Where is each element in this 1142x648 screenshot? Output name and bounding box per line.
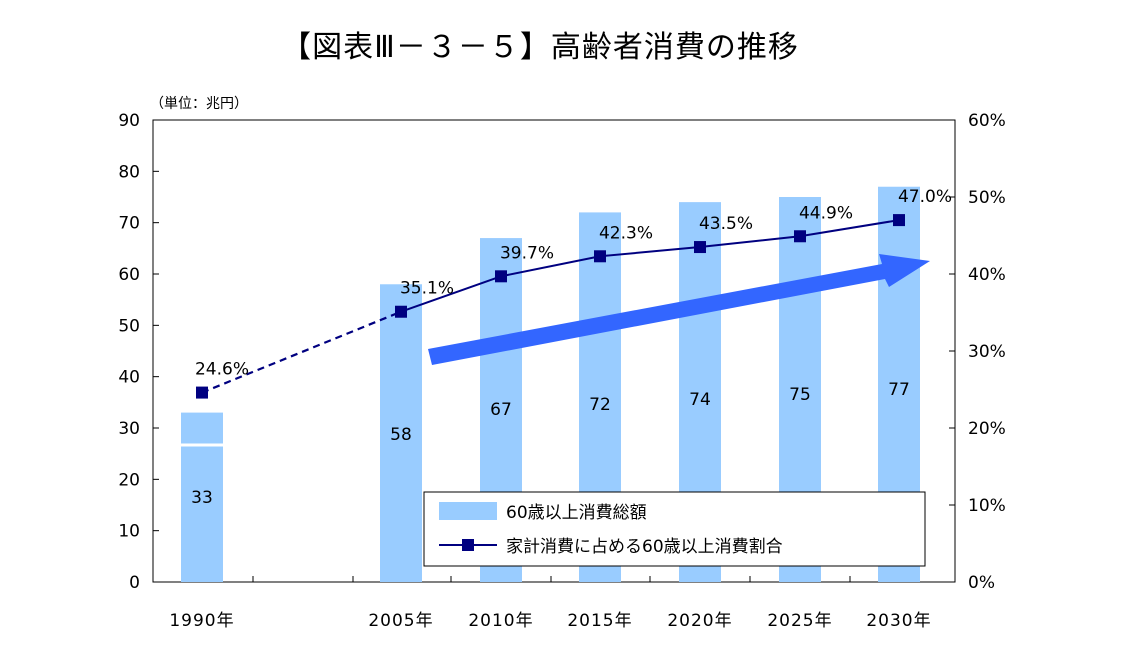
line-data-label: 24.6% — [195, 360, 249, 380]
line-marker — [893, 214, 905, 227]
unit-label: （単位：兆円） — [150, 96, 248, 112]
line-data-label: 35.1% — [400, 279, 454, 299]
left-tick-label: 50 — [118, 316, 140, 336]
left-tick-label: 20 — [118, 470, 140, 490]
legend-bar-label: 60歳以上消費総額 — [506, 503, 647, 523]
left-tick-label: 60 — [118, 265, 140, 285]
left-tick-label: 70 — [118, 214, 140, 234]
chart-title: 【図表Ⅲ－３－５】高齢者消費の推移 — [281, 30, 799, 65]
x-tick-label: 2005年 — [368, 611, 433, 631]
right-tick-label: 60% — [968, 111, 1006, 131]
right-tick-label: 0% — [968, 573, 995, 593]
x-tick-label: 2030年 — [866, 611, 931, 631]
line-path — [400, 219, 900, 313]
bar-data-label: 67 — [490, 400, 512, 420]
x-tick-label: 2015年 — [567, 611, 632, 631]
line-data-label: 39.7% — [500, 243, 554, 263]
left-tick-label: 10 — [118, 522, 140, 542]
line-data-label: 43.5% — [699, 214, 753, 234]
legend-box — [423, 491, 926, 567]
right-tick-label: 20% — [968, 419, 1006, 439]
left-tick-label: 90 — [118, 111, 140, 131]
trend-arrow-shape — [428, 254, 930, 365]
x-tick-label: 1990年 — [169, 611, 234, 631]
right-tick-label: 40% — [968, 265, 1006, 285]
bar-data-label: 72 — [589, 395, 611, 415]
left-tick-label: 0 — [129, 573, 140, 593]
left-tick-label: 80 — [118, 162, 140, 182]
line-marker — [196, 386, 208, 399]
line-data-label: 44.9% — [799, 203, 853, 223]
line-marker — [594, 250, 606, 263]
x-tick-label: 2010年 — [468, 611, 533, 631]
right-tick-label: 10% — [968, 496, 1006, 516]
line-marker — [495, 270, 507, 283]
line-segment-dashed — [201, 310, 402, 394]
bar-data-label: 74 — [689, 390, 711, 410]
line-series: 24.6% 35.1% 39.7% 42.3% 43.5% 44.9% 47.0% — [195, 187, 952, 399]
left-tick-label: 40 — [118, 368, 140, 388]
legend-line-label: 家計消費に占める60歳以上消費割合 — [506, 537, 783, 557]
line-marker — [694, 241, 706, 254]
bar-data-label: 33 — [191, 488, 213, 508]
right-tick-label: 30% — [968, 342, 1006, 362]
left-tick-label: 30 — [118, 419, 140, 439]
legend-line-marker — [462, 539, 474, 551]
x-tick-label: 2020年 — [667, 611, 732, 631]
bar — [181, 412, 223, 582]
legend-bar-swatch — [439, 502, 497, 520]
line-marker — [395, 305, 407, 318]
line-marker — [794, 230, 806, 243]
right-tick-label: 50% — [968, 188, 1006, 208]
bar-data-label: 58 — [390, 425, 412, 445]
line-data-label: 42.3% — [599, 223, 653, 243]
x-tick-label: 2025年 — [767, 611, 832, 631]
axes: 0 10 20 30 40 50 60 70 80 90 0% 10% 20% 30% 40% 50% 60% 1… — [118, 111, 1005, 631]
trend-arrow — [428, 254, 930, 365]
bar-data-label: 75 — [789, 385, 811, 405]
bar — [380, 284, 422, 582]
line-data-label: 47.0% — [898, 187, 952, 207]
bar-data-label: 77 — [888, 380, 910, 400]
